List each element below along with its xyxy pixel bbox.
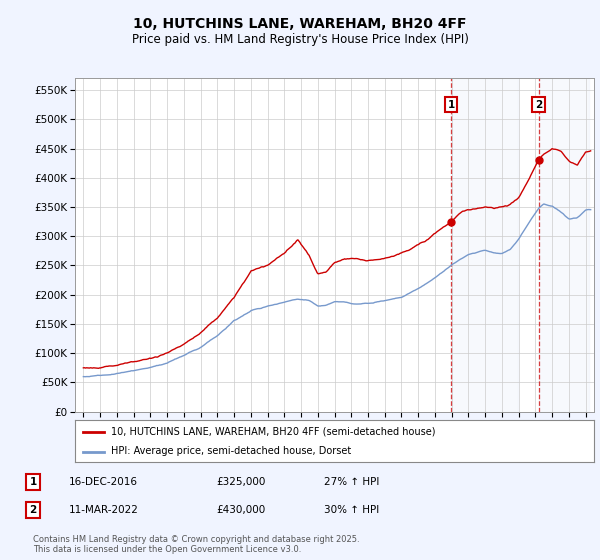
Text: HPI: Average price, semi-detached house, Dorset: HPI: Average price, semi-detached house,… (112, 446, 352, 456)
Text: 16-DEC-2016: 16-DEC-2016 (69, 477, 138, 487)
Bar (451, 78, 518, 412)
Text: 11-MAR-2022: 11-MAR-2022 (69, 505, 139, 515)
Text: 10, HUTCHINS LANE, WAREHAM, BH20 4FF: 10, HUTCHINS LANE, WAREHAM, BH20 4FF (133, 16, 467, 30)
Text: £430,000: £430,000 (216, 505, 265, 515)
Text: 2: 2 (29, 505, 37, 515)
Text: 30% ↑ HPI: 30% ↑ HPI (324, 505, 379, 515)
Bar (539, 78, 589, 412)
Text: 1: 1 (29, 477, 37, 487)
Text: 10, HUTCHINS LANE, WAREHAM, BH20 4FF (semi-detached house): 10, HUTCHINS LANE, WAREHAM, BH20 4FF (se… (112, 427, 436, 437)
Text: Contains HM Land Registry data © Crown copyright and database right 2025.
This d: Contains HM Land Registry data © Crown c… (33, 535, 359, 554)
Text: 1: 1 (448, 100, 455, 110)
Text: 2: 2 (535, 100, 542, 110)
Text: £325,000: £325,000 (216, 477, 265, 487)
Text: 27% ↑ HPI: 27% ↑ HPI (324, 477, 379, 487)
Text: Price paid vs. HM Land Registry's House Price Index (HPI): Price paid vs. HM Land Registry's House … (131, 32, 469, 46)
